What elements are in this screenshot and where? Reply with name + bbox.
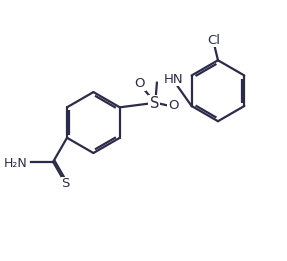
Text: HN: HN — [164, 73, 183, 86]
Text: S: S — [61, 177, 70, 190]
Text: O: O — [134, 77, 145, 90]
Text: O: O — [168, 99, 179, 112]
Text: Cl: Cl — [208, 34, 220, 47]
Text: S: S — [150, 96, 159, 111]
Text: H₂N: H₂N — [4, 157, 28, 170]
